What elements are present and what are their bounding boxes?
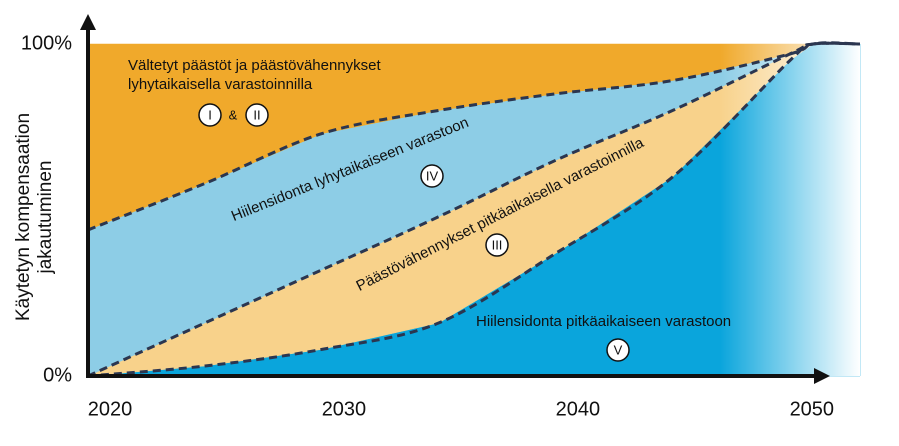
x-tick-label: 2020 xyxy=(88,398,133,420)
badge xyxy=(245,103,269,127)
badge xyxy=(485,233,509,257)
series-label: Hiilensidonta pitkäaikaiseen varastoon xyxy=(476,313,732,330)
x-tick-label: 2040 xyxy=(556,398,601,420)
series-label: Vältetyt päästöt ja päästövähennykset ly… xyxy=(128,57,381,93)
boundary-line xyxy=(87,41,861,378)
fade-overlay xyxy=(720,40,860,376)
boundary-line xyxy=(87,41,861,232)
badge-label: III xyxy=(492,237,503,252)
badge xyxy=(198,103,222,127)
y-axis-title: Käytetyn kompensaation jakautuminen xyxy=(13,112,56,322)
badge-label: II xyxy=(253,107,260,122)
badge-label: I xyxy=(208,107,212,122)
badge-label: IV xyxy=(426,168,439,183)
badge-label: & xyxy=(229,107,238,122)
y-tick-label: 100% xyxy=(21,32,72,54)
badge-label: V xyxy=(614,342,623,357)
x-tick-label: 2030 xyxy=(322,398,367,420)
y-tick-label: 0% xyxy=(43,364,72,386)
badge xyxy=(420,164,444,188)
badge xyxy=(606,338,630,362)
x-tick-label: 2050 xyxy=(790,398,835,420)
